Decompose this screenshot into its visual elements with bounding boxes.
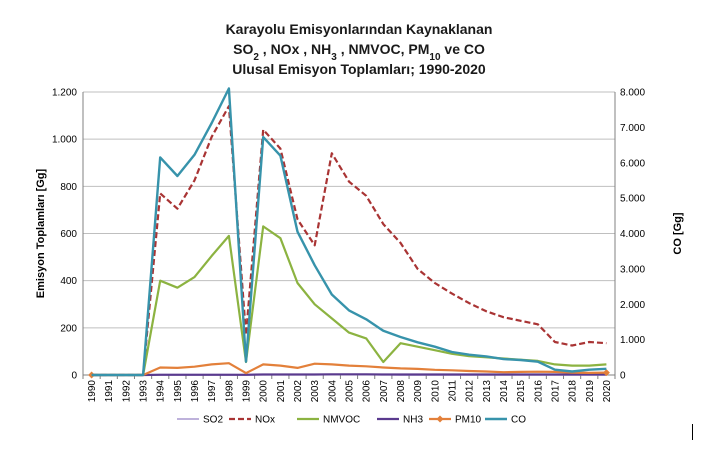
y2-axis-title: CO [Gg] <box>672 212 684 254</box>
y-tick-label: 1.000 <box>52 135 77 146</box>
y2-tick-label: 0 <box>620 371 626 382</box>
legend-item: NMVOC <box>297 415 360 426</box>
title-line: SO2 , NOx , NH3 , NMVOC, PM10 ve CO <box>233 41 485 63</box>
legend-item: NOx <box>229 415 275 426</box>
y2-tick-label: 4.000 <box>620 229 645 240</box>
series-line <box>91 373 607 377</box>
x-tick-label: 2004 <box>327 380 338 403</box>
data-point <box>88 371 96 379</box>
legend-label: NH3 <box>403 415 423 426</box>
title-segment: Karayolu Emisyonlarından Kaynaklanan <box>226 21 493 37</box>
legend-label: SO2 <box>203 415 223 426</box>
x-tick-label: 1995 <box>173 380 184 403</box>
x-tick-label: 2018 <box>568 380 579 403</box>
title-subscript: 10 <box>429 52 441 63</box>
title-segment: , NOx , NH <box>259 41 331 57</box>
legend: SO2 NOx NMVOC NH3 PM10 CO <box>177 415 526 426</box>
title-segment: SO <box>233 41 253 57</box>
x-tick-label: 2013 <box>482 380 493 403</box>
x-tick-label: 2005 <box>345 380 356 403</box>
x-tick-label: 1993 <box>139 380 150 403</box>
y-tick-label: 200 <box>60 323 77 334</box>
series-co <box>91 87 607 377</box>
x-tick-label: 2012 <box>465 380 476 403</box>
x-tick-label: 2006 <box>362 380 373 403</box>
x-tick-label: 1994 <box>156 380 167 403</box>
y2-tick-label: 3.000 <box>620 264 645 275</box>
x-tick-label: 2015 <box>516 380 527 403</box>
y-axis-title: Emisyon Toplamları [Gg] <box>35 168 47 298</box>
chart-title: Karayolu Emisyonlarından Kaynaklanan SO2 … <box>226 21 493 77</box>
x-tick-label: 1999 <box>242 380 253 403</box>
title-segment: ve CO <box>441 41 485 57</box>
title-subscript: 2 <box>253 52 259 63</box>
y2-tick-label: 7.000 <box>620 123 645 134</box>
series-line <box>91 87 607 377</box>
x-tick-label: 1997 <box>207 380 218 403</box>
x-tick-label: 2008 <box>396 380 407 403</box>
x-tick-label: 2009 <box>413 380 424 403</box>
series-pm10 <box>88 362 610 379</box>
x-tick-label: 2020 <box>602 380 613 403</box>
x-tick-label: 2016 <box>533 380 544 403</box>
x-tick-label: 1996 <box>190 380 201 403</box>
y-tick-label: 600 <box>60 229 77 240</box>
x-tick-label: 2002 <box>293 380 304 403</box>
series-line <box>91 225 607 377</box>
legend-item: SO2 <box>177 415 223 426</box>
x-tick-label: 2010 <box>430 380 441 403</box>
x-tick-label: 2000 <box>259 380 270 403</box>
title-segment: Ulusal Emisyon Toplamları; 1990-2020 <box>232 61 486 77</box>
x-tick-label: 1990 <box>87 380 98 403</box>
title-line: Karayolu Emisyonlarından Kaynaklanan <box>226 21 493 37</box>
x-tick-label: 2019 <box>585 380 596 403</box>
y-tick-label: 1.200 <box>52 88 77 99</box>
title-segment: , NMVOC, PM <box>337 41 430 57</box>
x-tick-label: 2001 <box>276 380 287 403</box>
series-nmvoc <box>91 225 607 377</box>
series-nox <box>91 105 607 377</box>
legend-item: PM10 <box>429 415 482 426</box>
series-line <box>91 105 607 377</box>
y2-tick-label: 5.000 <box>620 194 645 205</box>
y-tick-label: 400 <box>60 276 77 287</box>
series-line <box>91 362 607 377</box>
x-tick-label: 2014 <box>499 380 510 403</box>
y2-tick-label: 8.000 <box>620 88 645 99</box>
legend-item: CO <box>485 415 526 426</box>
x-tick-label: 2011 <box>447 380 458 402</box>
title-subscript: 3 <box>331 52 337 63</box>
legend-label: NOx <box>255 415 275 426</box>
legend-marker <box>436 415 444 423</box>
legend-item: NH3 <box>377 415 423 426</box>
x-tick-label: 1991 <box>104 380 115 403</box>
legend-label: PM10 <box>455 415 482 426</box>
y2-tick-label: 6.000 <box>620 158 645 169</box>
title-line: Ulusal Emisyon Toplamları; 1990-2020 <box>232 61 486 77</box>
y-tick-label: 800 <box>60 182 77 193</box>
x-tick-label: 2017 <box>550 380 561 403</box>
y-tick-label: 0 <box>71 371 77 382</box>
y2-tick-label: 1.000 <box>620 335 645 346</box>
legend-label: NMVOC <box>323 415 360 426</box>
x-tick-label: 2007 <box>379 380 390 403</box>
edge-divider <box>692 424 693 440</box>
x-tick-label: 1992 <box>121 380 132 403</box>
data-point <box>602 369 610 377</box>
x-tick-label: 2003 <box>310 380 321 403</box>
x-tick-label: 1998 <box>224 380 235 403</box>
legend-label: CO <box>511 415 526 426</box>
series-nh3 <box>91 373 607 377</box>
y2-tick-label: 2.000 <box>620 300 645 311</box>
